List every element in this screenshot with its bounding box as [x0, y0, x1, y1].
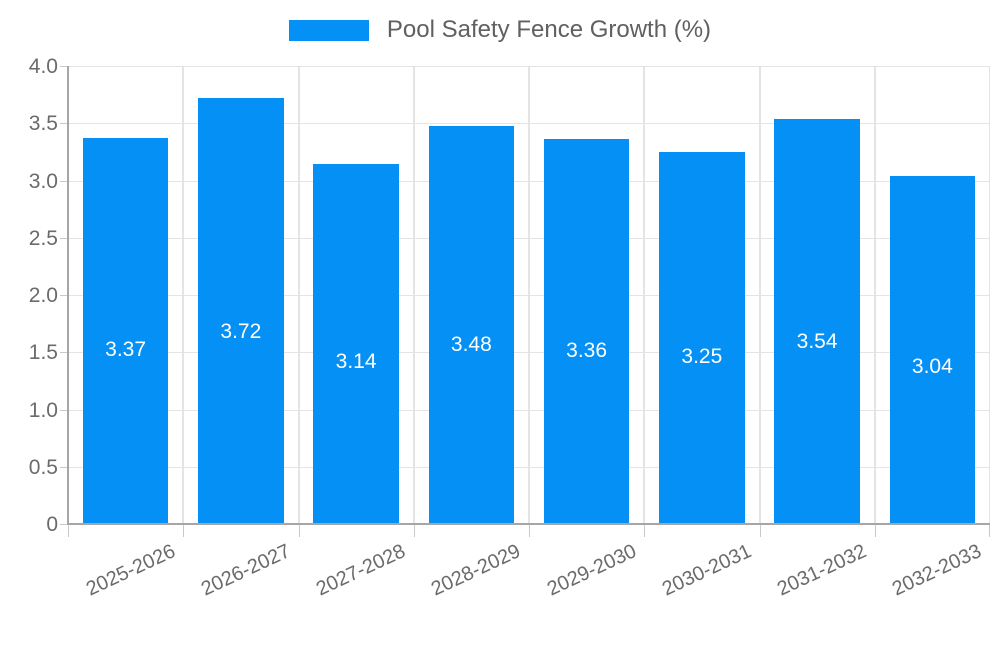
- y-axis-tick-label: 4.0: [28, 55, 58, 78]
- x-axis-tick-mark: [183, 525, 184, 537]
- gridline-vertical: [299, 66, 300, 524]
- y-axis-tick-mark: [60, 352, 68, 354]
- y-axis-tick-label: 2.0: [28, 284, 58, 307]
- y-axis-tick-mark: [60, 180, 68, 182]
- gridline-vertical: [989, 66, 990, 524]
- gridline-vertical: [643, 66, 644, 524]
- y-axis-tick-mark: [60, 66, 68, 67]
- gridline-vertical: [183, 66, 184, 524]
- bar[interactable]: [543, 139, 630, 524]
- x-axis-tick-mark: [760, 525, 761, 537]
- gridline-vertical: [760, 66, 761, 524]
- y-axis-line: [67, 66, 69, 525]
- x-axis-tick-mark: [989, 525, 990, 537]
- x-axis-line: [68, 523, 990, 525]
- y-axis-tick-mark: [60, 123, 68, 125]
- y-axis-tick-label: 1.5: [28, 341, 58, 365]
- gridline-vertical: [759, 66, 760, 524]
- legend-swatch-icon: [288, 19, 369, 41]
- y-axis-tick-label: 3.0: [28, 169, 58, 193]
- legend-item-label: Pool Safety Fence Growth (%): [386, 16, 712, 43]
- bar[interactable]: [774, 118, 860, 524]
- bar[interactable]: [82, 138, 169, 524]
- y-axis-tick-mark: [60, 237, 68, 239]
- bar[interactable]: [659, 151, 745, 524]
- gridline-vertical: [874, 66, 875, 524]
- chart-legend: Pool Safety Fence Growth (%): [0, 12, 1000, 48]
- x-axis-tick-mark: [875, 525, 876, 537]
- bar-chart: Pool Safety Fence Growth (%) 0 0.5 1.0 1.5 2…: [0, 12, 1000, 600]
- gridline-vertical: [528, 66, 529, 524]
- x-axis-tick-mark: [299, 525, 300, 537]
- bar[interactable]: [198, 98, 284, 524]
- x-axis-tick-mark: [529, 525, 530, 537]
- plot-area: 3.37 3.72 3.14 3.48 3.36 3.25 3.54 3.04: [68, 66, 990, 525]
- gridline-vertical: [298, 66, 299, 524]
- x-axis-tick-label: 2025-2026: [82, 540, 179, 601]
- y-axis-tick-mark: [60, 295, 68, 296]
- bar[interactable]: [428, 125, 514, 524]
- y-axis-tick-mark: [60, 409, 68, 411]
- x-axis-tick-mark: [414, 525, 415, 537]
- gridline-vertical: [413, 66, 414, 524]
- bar[interactable]: [889, 175, 975, 524]
- gridline-vertical: [875, 66, 876, 524]
- legend-item-pool-safety-fence-growth[interactable]: Pool Safety Fence Growth (%): [288, 16, 712, 43]
- y-axis-tick-label: 3.5: [28, 112, 58, 136]
- x-axis-tick-mark: [644, 525, 645, 537]
- y-axis-tick-mark: [60, 524, 68, 525]
- gridline-vertical: [414, 66, 415, 524]
- gridline-vertical: [529, 66, 530, 524]
- y-axis-tick-label: 0: [46, 513, 58, 536]
- y-axis-tick-label: 1.0: [28, 398, 58, 422]
- bar[interactable]: [313, 164, 399, 524]
- y-axis-tick-label: 0.5: [28, 455, 58, 479]
- gridline-vertical: [182, 66, 183, 524]
- y-axis-tick-label: 2.5: [28, 226, 58, 250]
- x-axis-tick-mark: [68, 525, 69, 537]
- y-axis-tick-mark: [60, 466, 68, 468]
- gridline-vertical: [644, 66, 645, 524]
